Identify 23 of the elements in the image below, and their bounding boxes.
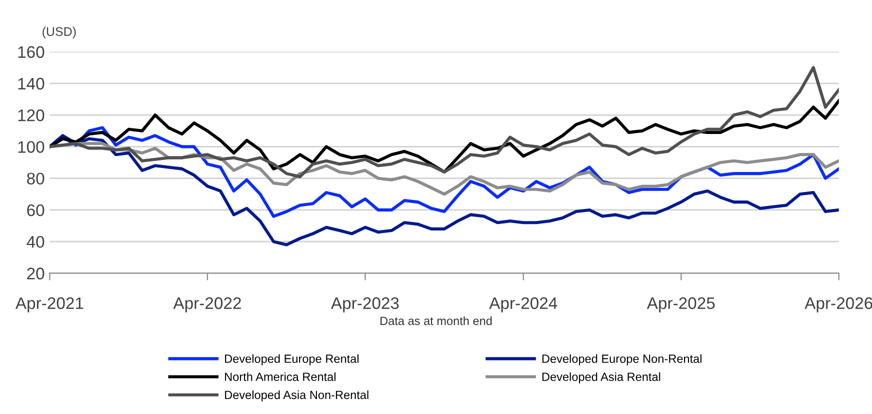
x-tick-label: Apr-2025 — [646, 297, 715, 312]
x-tick-label: Apr-2024 — [489, 297, 558, 312]
legend-label: Developed Europe Rental — [225, 354, 358, 366]
legend-label: Developed Asia Rental — [542, 372, 660, 384]
y-tick-label: 80 — [27, 172, 44, 185]
x-tick-label: Apr-2026 — [804, 297, 872, 312]
y-tick-label: 100 — [18, 141, 44, 153]
legend-label: Developed Europe Non-Rental — [542, 354, 702, 366]
y-tick-label: 60 — [27, 204, 44, 216]
legend-label: North America Rental — [225, 372, 336, 382]
line-series — [50, 134, 839, 246]
x-tick-label: Apr-2023 — [330, 297, 399, 312]
text: Data as at month end — [380, 316, 492, 326]
y-tick-label: 120 — [18, 109, 44, 122]
line-series — [50, 66, 839, 178]
y-tick-label: 20 — [27, 268, 44, 280]
y-tick-label: 160 — [18, 46, 44, 58]
legend-label: Developed Asia Non-Rental — [225, 390, 368, 402]
y-tick-label: 140 — [18, 78, 44, 90]
y-tick-label: 40 — [26, 236, 44, 248]
x-tick-label: Apr-2021 — [15, 297, 84, 312]
y-axis-title: (USD) — [42, 26, 76, 38]
x-tick-label: Apr-2022 — [173, 297, 241, 312]
